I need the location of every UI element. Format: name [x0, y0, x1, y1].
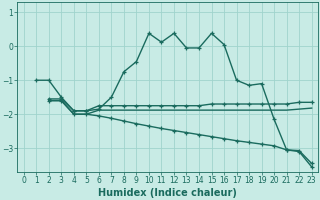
X-axis label: Humidex (Indice chaleur): Humidex (Indice chaleur) [98, 188, 237, 198]
